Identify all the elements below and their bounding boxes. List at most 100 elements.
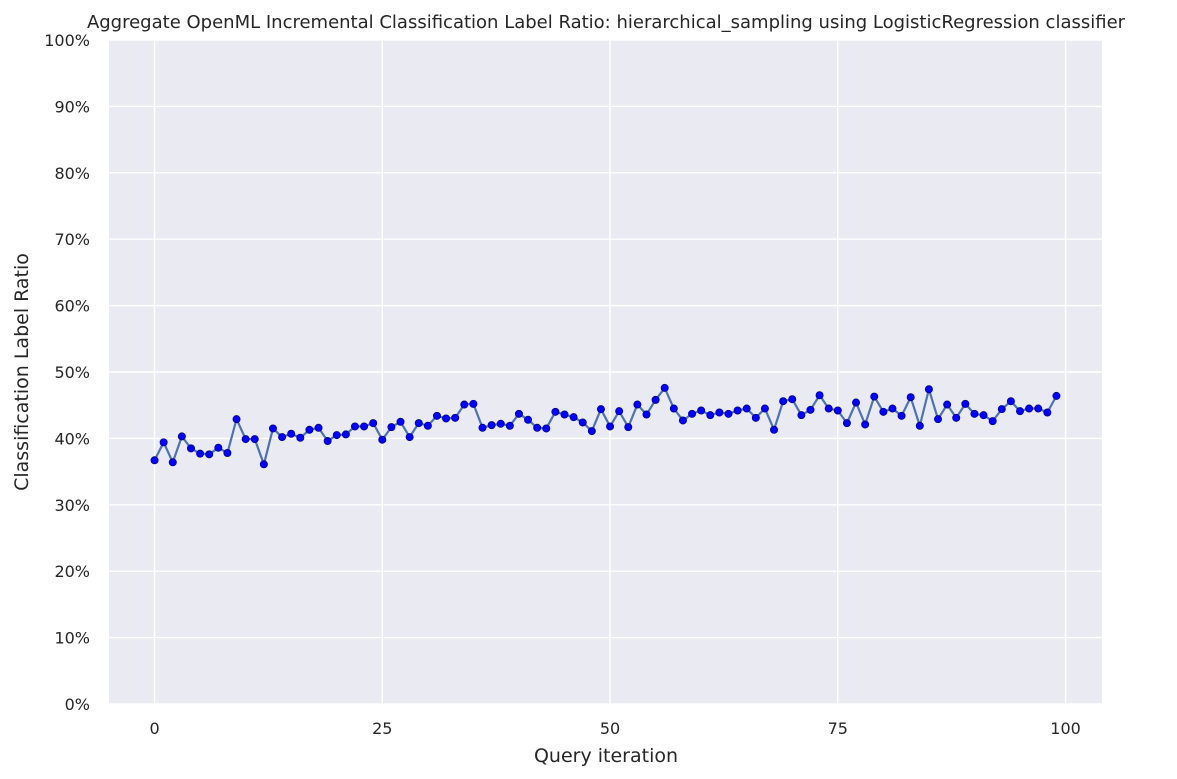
data-point	[469, 399, 478, 408]
data-point	[988, 417, 997, 426]
data-point	[733, 406, 742, 415]
data-point	[560, 410, 569, 419]
data-point	[478, 423, 487, 432]
data-point	[196, 449, 205, 458]
data-point	[678, 416, 687, 425]
data-point	[779, 397, 788, 406]
data-point	[952, 413, 961, 422]
data-point	[1052, 391, 1061, 400]
data-point	[505, 421, 514, 430]
y-tick-label: 20%	[54, 562, 90, 581]
data-point	[724, 409, 733, 418]
data-point	[460, 400, 469, 409]
data-point	[770, 425, 779, 434]
data-point	[177, 432, 186, 441]
series-layer	[150, 383, 1061, 469]
data-point	[897, 411, 906, 420]
data-point	[915, 421, 924, 430]
data-point	[214, 443, 223, 452]
y-tick-label: 10%	[54, 629, 90, 648]
y-tick-label: 70%	[54, 230, 90, 249]
data-point	[314, 423, 323, 432]
data-point	[688, 409, 697, 418]
data-point	[943, 400, 952, 409]
data-point	[742, 404, 751, 413]
x-tick-label: 100	[1050, 719, 1081, 738]
y-axis-label: Classification Label Ratio	[11, 253, 33, 491]
data-point	[760, 404, 769, 413]
data-point	[232, 415, 241, 424]
data-point	[706, 411, 715, 420]
data-point	[824, 404, 833, 413]
y-tick-label: 30%	[54, 496, 90, 515]
y-tick-label: 90%	[54, 97, 90, 116]
data-point	[651, 395, 660, 404]
data-point	[806, 405, 815, 414]
data-point	[332, 431, 341, 440]
x-tick-label: 75	[828, 719, 848, 738]
data-point	[970, 409, 979, 418]
data-point	[186, 444, 195, 453]
data-point	[524, 415, 533, 424]
y-tick-label: 40%	[54, 429, 90, 448]
data-point	[624, 423, 633, 432]
data-point	[387, 423, 396, 432]
data-point	[159, 438, 168, 447]
x-tick-label: 0	[149, 719, 159, 738]
x-axis: 0 25 50 75 100	[149, 719, 1080, 738]
data-point	[487, 421, 496, 430]
data-point	[997, 405, 1006, 414]
data-point	[961, 399, 970, 408]
data-point	[924, 385, 933, 394]
data-point	[259, 460, 268, 469]
data-point	[168, 458, 177, 467]
data-point	[906, 393, 915, 402]
data-point	[888, 404, 897, 413]
data-point	[514, 409, 523, 418]
data-point	[150, 456, 159, 465]
data-point	[1034, 404, 1043, 413]
data-point	[405, 433, 414, 442]
x-tick-label: 50	[600, 719, 620, 738]
data-point	[378, 435, 387, 444]
data-point	[250, 435, 259, 444]
data-point	[587, 427, 596, 436]
data-point	[551, 407, 560, 416]
data-point	[660, 383, 669, 392]
data-point	[979, 411, 988, 420]
data-point	[1043, 408, 1052, 417]
grid	[109, 39, 1102, 705]
y-tick-label: 60%	[54, 297, 90, 316]
data-point	[606, 422, 615, 431]
data-point	[268, 424, 277, 433]
series-line	[153, 386, 1058, 466]
data-point	[642, 410, 651, 419]
data-point	[442, 414, 451, 423]
data-point	[341, 430, 350, 439]
data-point	[423, 421, 432, 430]
data-point	[870, 392, 879, 401]
data-point	[596, 405, 605, 414]
data-point	[569, 413, 578, 422]
data-point	[788, 395, 797, 404]
data-point	[715, 408, 724, 417]
data-point	[578, 418, 587, 427]
y-axis: 0% 10% 20% 30% 40% 50% 60% 70% 80% 90% 100%	[44, 31, 90, 714]
data-point	[305, 425, 314, 434]
data-point	[278, 433, 287, 442]
y-tick-label: 0%	[65, 695, 90, 714]
data-point	[223, 449, 232, 458]
data-point	[751, 413, 760, 422]
data-point	[861, 420, 870, 429]
y-tick-label: 100%	[44, 31, 90, 50]
data-point	[1025, 404, 1034, 413]
data-point	[414, 419, 423, 428]
data-point	[451, 413, 460, 422]
data-point	[432, 411, 441, 420]
data-point	[369, 419, 378, 428]
data-point	[241, 435, 250, 444]
data-point	[533, 423, 542, 432]
data-point	[615, 407, 624, 416]
data-point	[879, 407, 888, 416]
